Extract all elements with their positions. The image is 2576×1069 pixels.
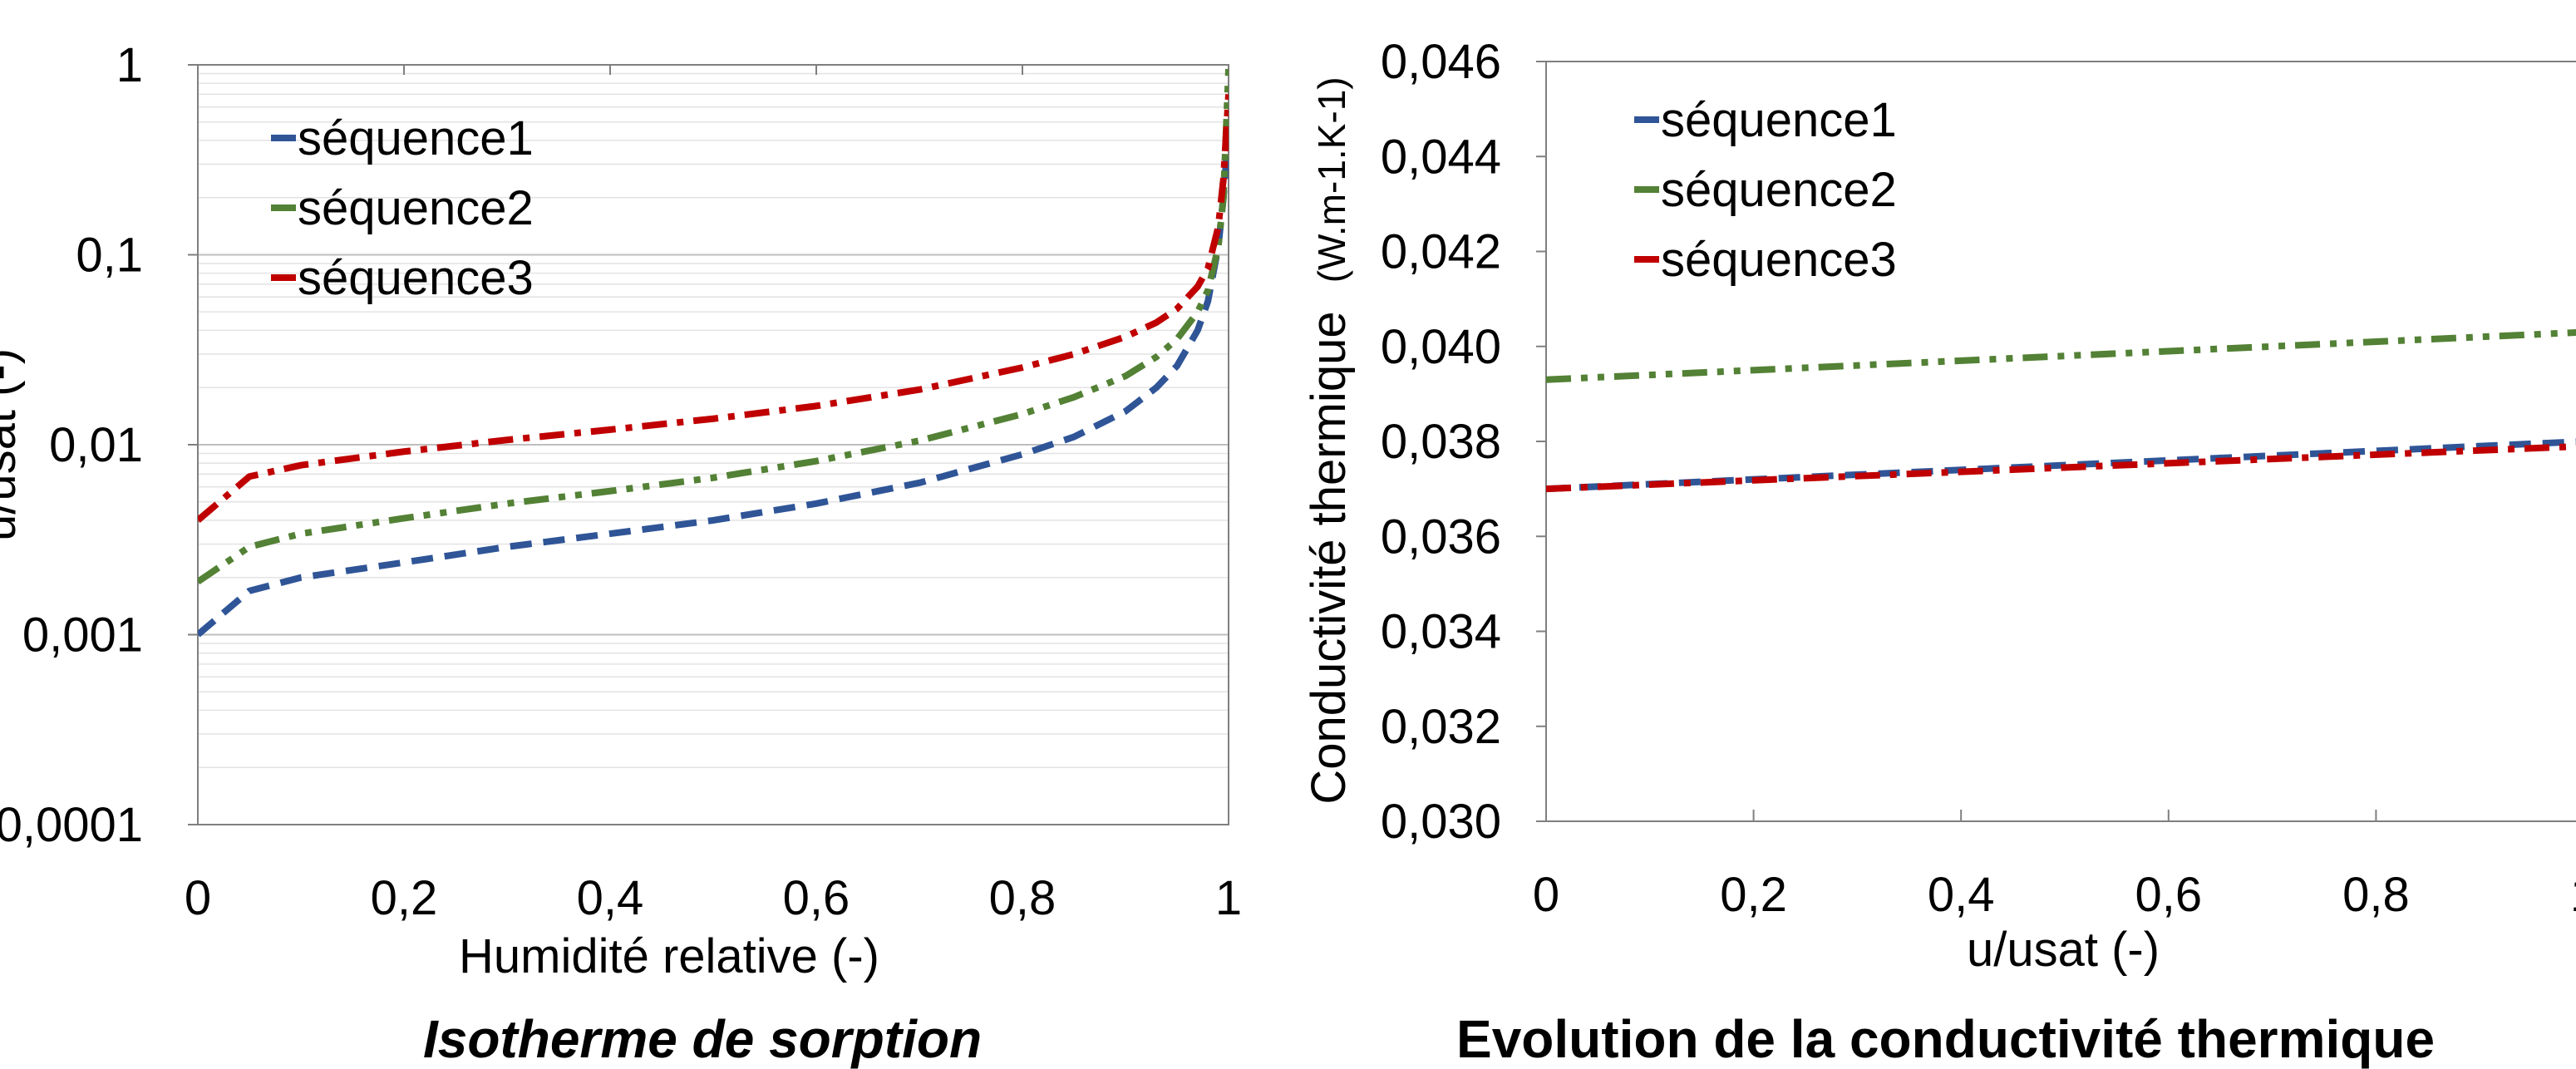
right-y-tick-label: 0,040 [1381, 320, 1501, 374]
right-legend-label: séquence1 [1661, 93, 1897, 147]
right-y-tick-label: 0,036 [1381, 510, 1501, 564]
right-y-tick-label: 0,034 [1381, 605, 1501, 659]
svg-text:Conductivité thermique: Conductivité thermique (W.m-1.K-1) [1302, 76, 1356, 804]
right-series-line-3 [1546, 443, 2576, 493]
right-y-tick-label: 0,042 [1381, 225, 1501, 279]
left-x-tick-label: 0 [185, 871, 211, 925]
left-series-line-3 [198, 94, 1229, 523]
right-y-axis-label-unit: (W.m-1.K-1) [1310, 76, 1353, 283]
thermal-conductivity-chart: 0 0,2 0,4 0,6 0,8 1 0,030 0,032 0,034 0,036 0,038… [1302, 35, 2576, 1069]
left-series-line-2 [198, 68, 1229, 585]
left-y-tick-label: 0,001 [22, 608, 143, 663]
left-x-tick-label: 0,8 [989, 871, 1057, 925]
left-y-tick-label: 0,0001 [0, 798, 143, 852]
right-series-group [1546, 329, 2576, 493]
right-x-tick-labels: 0 0,2 0,4 0,6 0,8 1 [1533, 868, 2576, 922]
left-series-line-1 [198, 130, 1229, 638]
left-x-tick-labels: 0 0,2 0,4 0,6 0,8 1 [185, 871, 1242, 925]
right-x-tick-label: 0,4 [1928, 868, 1995, 922]
right-x-axis-label: u/usat (-) [1967, 923, 2160, 977]
left-y-axis-label: u/usat (-) [0, 348, 26, 541]
right-y-tick-label: 0,030 [1381, 795, 1501, 849]
sorption-isotherm-chart: 0 0,2 0,4 0,6 0,8 1 0,0001 0,001 0,01 0,1 1 Humid… [0, 38, 1242, 1069]
right-y-tick-label: 0,044 [1381, 130, 1501, 184]
left-legend: séquence1 séquence2 séquence3 [271, 111, 534, 305]
right-y-axis-label: Conductivité thermique (W.m-1.K-1) [1302, 76, 1356, 804]
left-y-tick-label: 0,01 [49, 418, 143, 472]
right-x-tick-label: 0,2 [1720, 868, 1787, 922]
left-legend-label: séquence3 [298, 251, 534, 305]
right-legend-label: séquence3 [1661, 233, 1897, 287]
right-legend: séquence1 séquence2 séquence3 [1634, 93, 1897, 287]
right-y-axis-label-main: Conductivité thermique [1302, 311, 1356, 804]
right-chart-title: Evolution de la conductivité thermique [1456, 1009, 2435, 1069]
left-chart-title: Isotherme de sorption [423, 1009, 982, 1069]
left-x-tick-label: 1 [1215, 871, 1242, 925]
right-x-tick-label: 0,6 [2135, 868, 2202, 922]
right-x-tick-label: 0,8 [2342, 868, 2410, 922]
left-x-axis-label: Humidité relative (-) [459, 929, 879, 983]
left-y-tick-labels: 0,0001 0,001 0,01 0,1 1 [0, 38, 143, 852]
left-y-tick-label: 1 [116, 38, 143, 92]
left-x-tick-label: 0,2 [371, 871, 438, 925]
right-x-tick-label: 1 [2570, 868, 2576, 922]
right-y-tick-labels: 0,030 0,032 0,034 0,036 0,038 0,040 0,042 0,044… [1381, 35, 1501, 849]
right-y-tick-label: 0,032 [1381, 700, 1501, 754]
right-x-tick-label: 0 [1533, 868, 1559, 922]
right-tick-marks [1536, 61, 2377, 822]
left-y-tick-label: 0,1 [76, 229, 143, 283]
left-x-tick-label: 0,4 [577, 871, 644, 925]
right-y-tick-label: 0,038 [1381, 415, 1501, 469]
right-series-line-2 [1546, 329, 2576, 383]
left-series-group [198, 68, 1229, 638]
left-x-tick-label: 0,6 [783, 871, 850, 925]
left-legend-label: séquence2 [298, 181, 534, 235]
left-legend-label: séquence1 [298, 111, 534, 165]
left-tick-marks [188, 64, 1229, 825]
right-y-tick-label: 0,046 [1381, 35, 1501, 89]
right-legend-label: séquence2 [1661, 163, 1897, 217]
